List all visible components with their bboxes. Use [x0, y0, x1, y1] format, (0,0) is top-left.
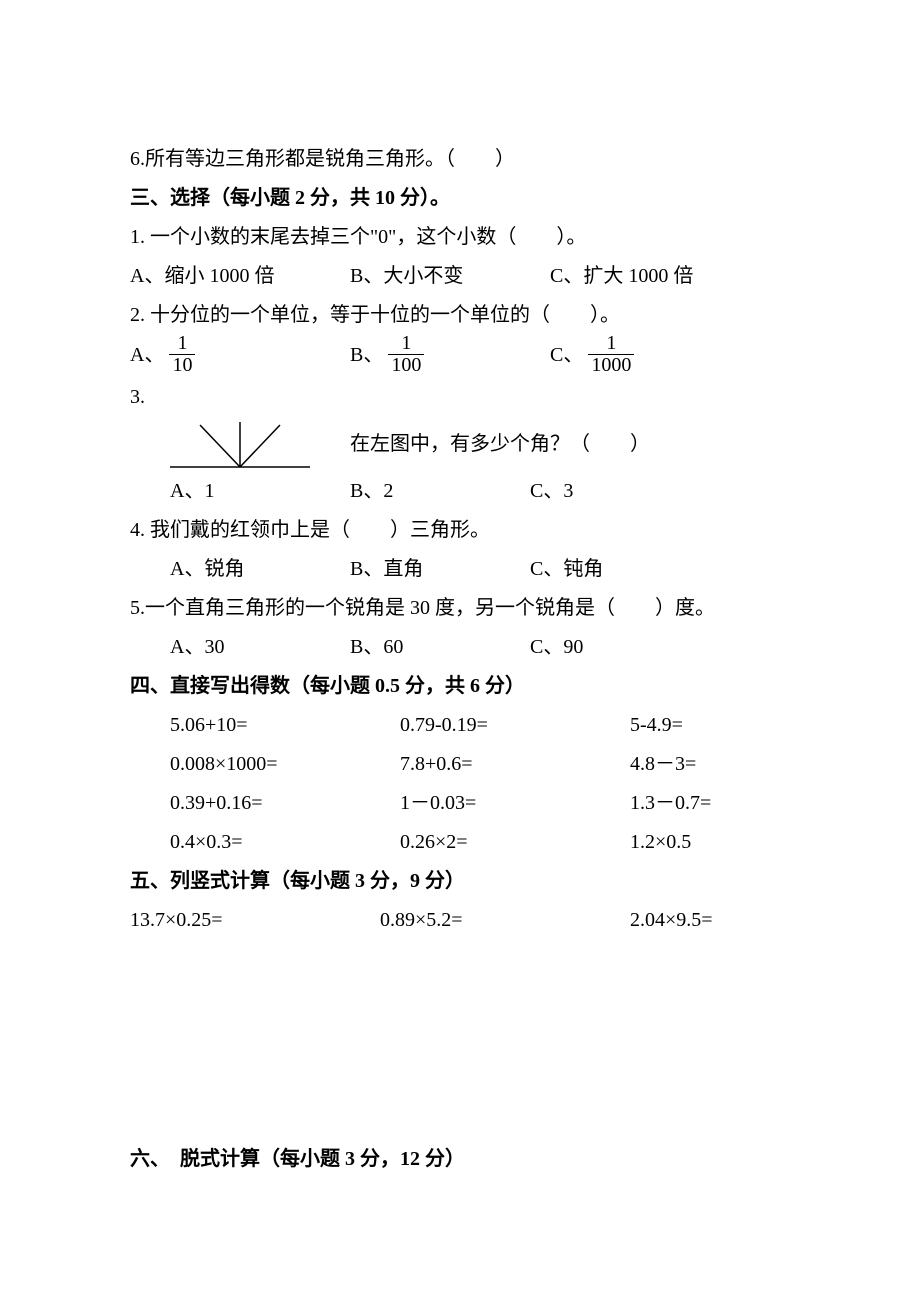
angle-diagram	[160, 417, 320, 472]
s4-r2-c1: 0.008×1000=	[170, 745, 400, 784]
s3-q1-a: A、缩小 1000 倍	[130, 257, 350, 296]
frac-num: 1	[388, 333, 424, 355]
s3-q3-a: A、1	[170, 472, 350, 511]
s4-row3: 0.39+0.16= 1－0.03= 1.3－0.7=	[130, 784, 790, 823]
fraction-1-1000: 1 1000	[588, 333, 634, 376]
s3-q2-a: A、 1 10	[130, 335, 350, 378]
s3-q3-b: B、2	[350, 472, 530, 511]
frac-den: 10	[169, 355, 195, 376]
s4-row2: 0.008×1000= 7.8+0.6= 4.8－3=	[130, 745, 790, 784]
s3-q3-options: A、1 B、2 C、3	[130, 472, 790, 511]
s3-q2-options: A、 1 10 B、 1 100 C、 1 1000	[130, 335, 790, 378]
s4-row1: 5.06+10= 0.79-0.19= 5-4.9=	[130, 706, 790, 745]
s3-q5-options: A、30 B、60 C、90	[130, 628, 790, 667]
s5-i1: 13.7×0.25=	[130, 901, 380, 940]
s3-q5-b: B、60	[350, 628, 530, 667]
section4-title: 四、直接写出得数（每小题 0.5 分，共 6 分）	[130, 667, 790, 706]
fraction-1-100: 1 100	[388, 333, 424, 376]
frac-num: 1	[588, 333, 634, 355]
section5-title: 五、列竖式计算（每小题 3 分，9 分）	[130, 862, 790, 901]
s4-r4-c1: 0.4×0.3=	[170, 823, 400, 862]
fraction-1-10: 1 10	[169, 333, 195, 376]
s4-r2-c3: 4.8－3=	[630, 745, 790, 784]
s3-q5-stem: 5.一个直角三角形的一个锐角是 30 度，另一个锐角是（ ）度。	[130, 589, 790, 628]
s4-r4-c2: 0.26×2=	[400, 823, 630, 862]
s3-q5-c: C、90	[530, 628, 750, 667]
exam-page: 6.所有等边三角形都是锐角三角形。（ ） 三、选择（每小题 2 分，共 10 分…	[0, 0, 920, 1239]
s3-q3-figure-row: 在左图中，有多少个角？（ ）	[130, 417, 790, 472]
s3-q2-b-prefix: B、	[350, 344, 383, 366]
s4-r3-c2: 1－0.03=	[400, 784, 630, 823]
s3-q2-c: C、 1 1000	[550, 335, 770, 378]
section3-title: 三、选择（每小题 2 分，共 10 分）。	[130, 179, 790, 218]
s3-q1-options: A、缩小 1000 倍 B、大小不变 C、扩大 1000 倍	[130, 257, 790, 296]
s3-q2-b: B、 1 100	[350, 335, 550, 378]
s3-q1-stem: 1. 一个小数的末尾去掉三个"0"，这个小数（ ）。	[130, 218, 790, 257]
s3-q4-b: B、直角	[350, 550, 530, 589]
frac-den: 100	[388, 355, 424, 376]
q2-6-text: 6.所有等边三角形都是锐角三角形。（ ）	[130, 140, 790, 179]
section6-title: 六、 脱式计算（每小题 3 分，12 分）	[130, 1140, 790, 1179]
s3-q1-b: B、大小不变	[350, 257, 550, 296]
s4-r1-c1: 5.06+10=	[170, 706, 400, 745]
s3-q3-num: 3.	[130, 378, 790, 417]
frac-den: 1000	[588, 355, 634, 376]
s3-q4-stem: 4. 我们戴的红领巾上是（ ）三角形。	[130, 511, 790, 550]
s3-q4-options: A、锐角 B、直角 C、钝角	[130, 550, 790, 589]
s4-r3-c3: 1.3－0.7=	[630, 784, 790, 823]
s3-q4-c: C、钝角	[530, 550, 750, 589]
s3-q2-c-prefix: C、	[550, 344, 583, 366]
frac-num: 1	[169, 333, 195, 355]
s3-q3-c: C、3	[530, 472, 750, 511]
s5-i3: 2.04×9.5=	[630, 901, 790, 940]
work-space	[130, 940, 790, 1140]
s3-q5-a: A、30	[170, 628, 350, 667]
s4-r1-c2: 0.79-0.19=	[400, 706, 630, 745]
s3-q1-c: C、扩大 1000 倍	[550, 257, 770, 296]
s5-i2: 0.89×5.2=	[380, 901, 630, 940]
s5-items: 13.7×0.25= 0.89×5.2= 2.04×9.5=	[130, 901, 790, 940]
s4-r1-c3: 5-4.9=	[630, 706, 790, 745]
s3-q3-stem: 在左图中，有多少个角？（ ）	[350, 425, 650, 464]
s4-row4: 0.4×0.3= 0.26×2= 1.2×0.5	[130, 823, 790, 862]
s3-q2-stem: 2. 十分位的一个单位，等于十位的一个单位的（ ）。	[130, 296, 790, 335]
s4-r3-c1: 0.39+0.16=	[170, 784, 400, 823]
s3-q4-a: A、锐角	[170, 550, 350, 589]
s3-q2-a-prefix: A、	[130, 344, 164, 366]
s4-r2-c2: 7.8+0.6=	[400, 745, 630, 784]
s4-r4-c3: 1.2×0.5	[630, 823, 790, 862]
